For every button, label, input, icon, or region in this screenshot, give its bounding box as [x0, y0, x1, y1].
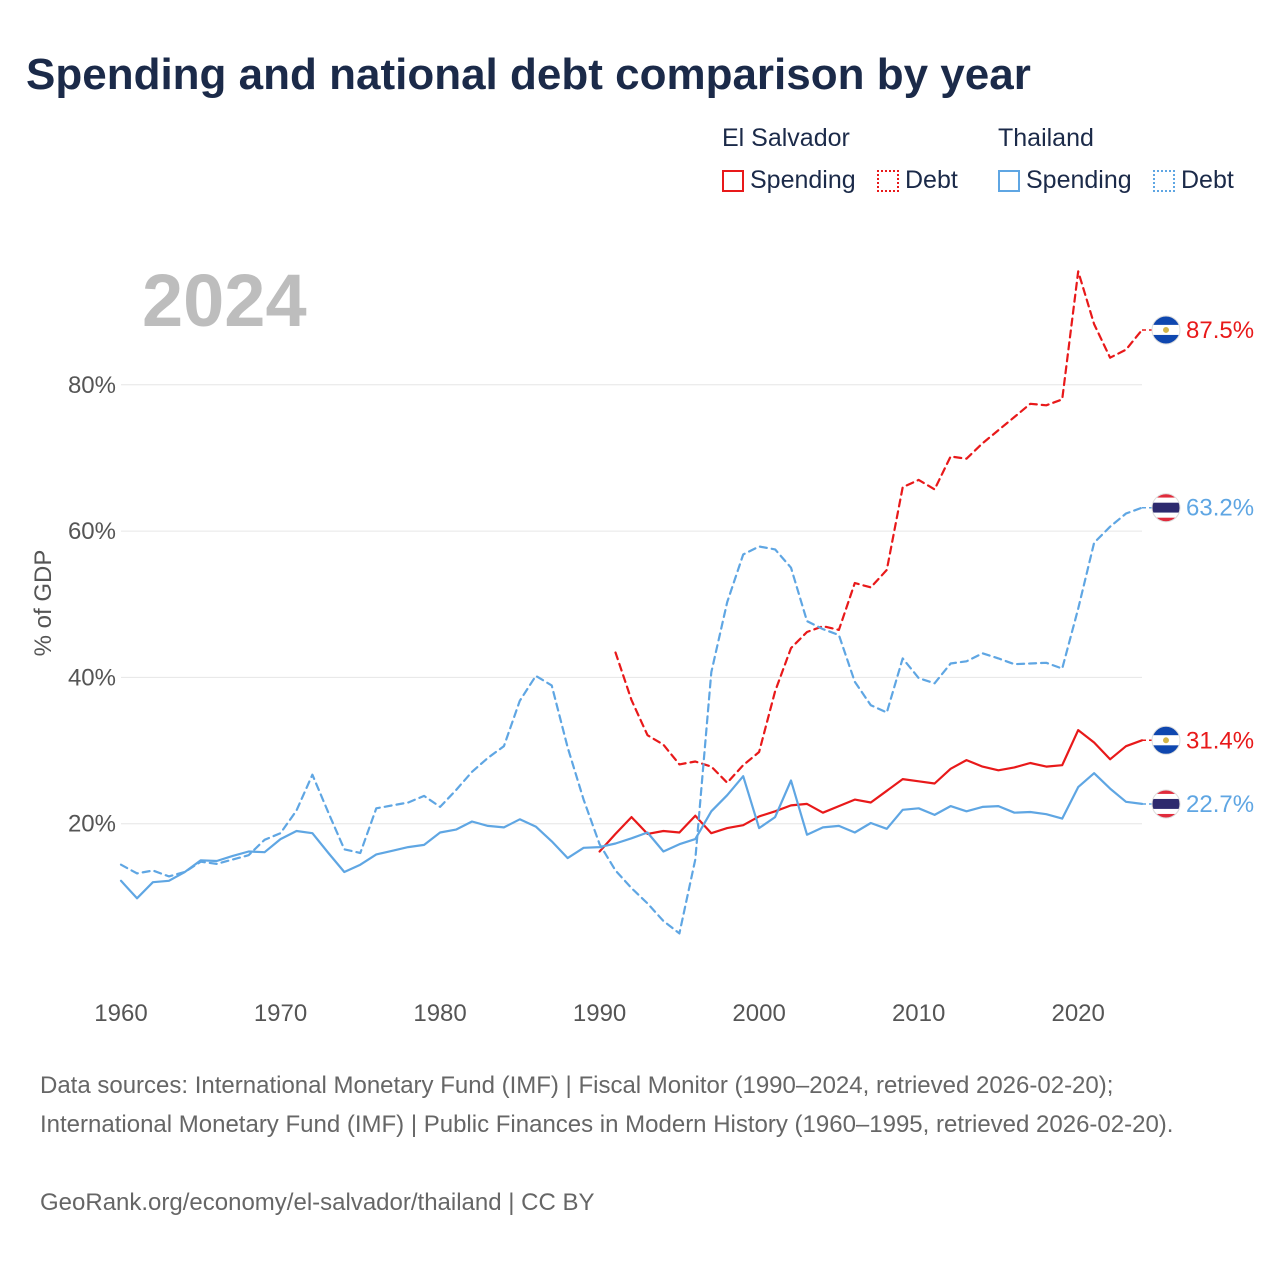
thailand-flag-icon — [1151, 493, 1181, 523]
x-tick-label: 2010 — [892, 1000, 945, 1027]
el-salvador-debt-end-label: 87.5% — [1186, 317, 1254, 344]
legend-label: Spending — [750, 166, 856, 194]
x-tick-label: 2020 — [1051, 1000, 1104, 1027]
credit-link[interactable]: GeoRank.org/economy/el-salvador/thailand… — [40, 1189, 595, 1216]
legend-country-el-salvador: El Salvador — [722, 124, 850, 152]
x-tick-label: 1980 — [413, 1000, 466, 1027]
legend-solid-swatch-red — [722, 169, 744, 192]
legend-el-salvador-spending[interactable]: Spending — [722, 166, 856, 195]
x-tick-label: 1960 — [94, 1000, 147, 1027]
chart-title: Spending and national debt comparison by… — [26, 50, 1031, 99]
line-chart: 20% 40% 60% 80% 1960 1970 1980 1990 2000 2010 2020… — [68, 270, 1254, 1027]
thailand-spending-line — [119, 772, 1144, 900]
y-tick-label: 80% — [68, 372, 116, 399]
y-tick-label: 40% — [68, 664, 116, 691]
current-year-label: 2024 — [142, 259, 307, 342]
legend-el-salvador-debt[interactable]: Debt — [877, 166, 958, 195]
series-lines — [119, 270, 1144, 935]
legend-solid-swatch-blue — [998, 169, 1020, 192]
legend-thailand-spending[interactable]: Spending — [998, 166, 1132, 195]
y-tick-label: 20% — [68, 811, 116, 838]
x-tick-label: 1990 — [573, 1000, 626, 1027]
data-sources-note: Data sources: International Monetary Fun… — [40, 1072, 1174, 1138]
gridlines — [121, 384, 1142, 825]
y-tick-label: 60% — [68, 518, 116, 545]
x-tick-label: 2000 — [732, 1000, 785, 1027]
el-salvador-spending-end-label: 31.4% — [1186, 727, 1254, 754]
legend-dotted-swatch-red — [877, 169, 899, 192]
legend-dotted-swatch-blue — [1153, 169, 1175, 192]
legend-country-thailand: Thailand — [998, 124, 1094, 152]
legend-label: Debt — [1181, 166, 1234, 194]
el-salvador-spending-line — [598, 728, 1144, 853]
el-salvador-flag-icon — [1151, 725, 1181, 755]
thailand-spending-end-label: 22.7% — [1186, 791, 1254, 818]
el-salvador-flag-icon — [1151, 315, 1181, 345]
thailand-flag-icon — [1151, 789, 1181, 819]
axis-ticks: 20% 40% 60% 80% 1960 1970 1980 1990 2000 2010 2020 — [68, 372, 1105, 1027]
el-salvador-debt-line — [614, 270, 1144, 784]
legend-label: Debt — [905, 166, 958, 194]
thailand-debt-end-label: 63.2% — [1186, 495, 1254, 522]
x-tick-label: 1970 — [254, 1000, 307, 1027]
legend-label: Spending — [1026, 166, 1132, 194]
legend-thailand-debt[interactable]: Debt — [1153, 166, 1234, 195]
thailand-debt-line — [119, 506, 1144, 935]
end-labels: 31.4% 87.5% 22.7% 63.2% — [1142, 315, 1254, 819]
